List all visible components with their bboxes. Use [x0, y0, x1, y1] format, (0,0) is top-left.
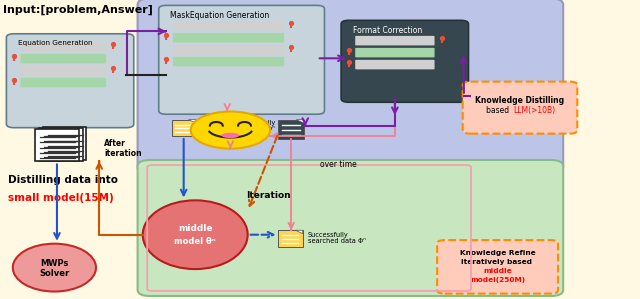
Text: based: based	[486, 106, 512, 115]
Text: model θⁿ: model θⁿ	[174, 237, 216, 246]
FancyBboxPatch shape	[138, 0, 563, 173]
Text: Equation Generation: Equation Generation	[18, 40, 92, 46]
FancyBboxPatch shape	[20, 78, 106, 87]
Text: MaskEquation Generation: MaskEquation Generation	[170, 11, 269, 20]
Text: over time: over time	[320, 160, 356, 169]
Text: Iteration: Iteration	[246, 191, 291, 200]
FancyBboxPatch shape	[173, 21, 284, 30]
Text: Knowledge Refine: Knowledge Refine	[460, 250, 536, 256]
FancyBboxPatch shape	[39, 128, 83, 161]
FancyBboxPatch shape	[463, 82, 577, 134]
Text: Iteratively based: Iteratively based	[461, 259, 534, 265]
Text: searched data Ωⁿ: searched data Ωⁿ	[201, 127, 259, 133]
Text: LLM(>10B): LLM(>10B)	[514, 106, 556, 115]
FancyBboxPatch shape	[278, 120, 304, 139]
Polygon shape	[296, 120, 304, 123]
FancyBboxPatch shape	[172, 120, 196, 136]
Ellipse shape	[143, 200, 248, 269]
Circle shape	[191, 112, 270, 149]
FancyBboxPatch shape	[437, 240, 558, 294]
Text: Input:[problem,Answer]: Input:[problem,Answer]	[3, 4, 153, 15]
Ellipse shape	[221, 133, 239, 138]
FancyBboxPatch shape	[355, 36, 435, 45]
Text: Successfully: Successfully	[201, 121, 242, 127]
FancyBboxPatch shape	[159, 5, 324, 114]
Text: Format Correction: Format Correction	[353, 26, 422, 35]
FancyBboxPatch shape	[43, 127, 86, 160]
Text: middle: middle	[483, 268, 512, 274]
FancyBboxPatch shape	[20, 66, 106, 75]
FancyBboxPatch shape	[6, 34, 134, 128]
FancyBboxPatch shape	[173, 33, 284, 42]
Polygon shape	[296, 230, 303, 234]
FancyBboxPatch shape	[138, 160, 563, 296]
FancyBboxPatch shape	[355, 60, 435, 69]
Ellipse shape	[13, 244, 96, 292]
FancyBboxPatch shape	[278, 230, 303, 247]
FancyBboxPatch shape	[341, 20, 468, 102]
Text: MWPs: MWPs	[40, 259, 68, 268]
Text: Unsuccessfully: Unsuccessfully	[226, 120, 275, 126]
FancyBboxPatch shape	[20, 42, 106, 51]
FancyBboxPatch shape	[173, 57, 284, 66]
Text: Distilling data into: Distilling data into	[8, 175, 118, 185]
Text: Successfully: Successfully	[308, 232, 349, 238]
Text: searched data Φⁿ: searched data Φⁿ	[218, 126, 275, 132]
Text: Knowledge Distilling: Knowledge Distilling	[476, 96, 564, 105]
Text: searched data Φⁿ: searched data Φⁿ	[308, 238, 365, 244]
FancyBboxPatch shape	[355, 48, 435, 57]
FancyBboxPatch shape	[173, 45, 284, 54]
Text: small model(15M): small model(15M)	[8, 193, 113, 203]
FancyBboxPatch shape	[20, 54, 106, 63]
Text: middle: middle	[178, 224, 212, 233]
Text: model(250M): model(250M)	[470, 277, 525, 283]
FancyBboxPatch shape	[35, 129, 79, 161]
Polygon shape	[189, 120, 196, 123]
Text: Solver: Solver	[39, 269, 70, 278]
Text: After
iteration: After iteration	[104, 139, 142, 158]
